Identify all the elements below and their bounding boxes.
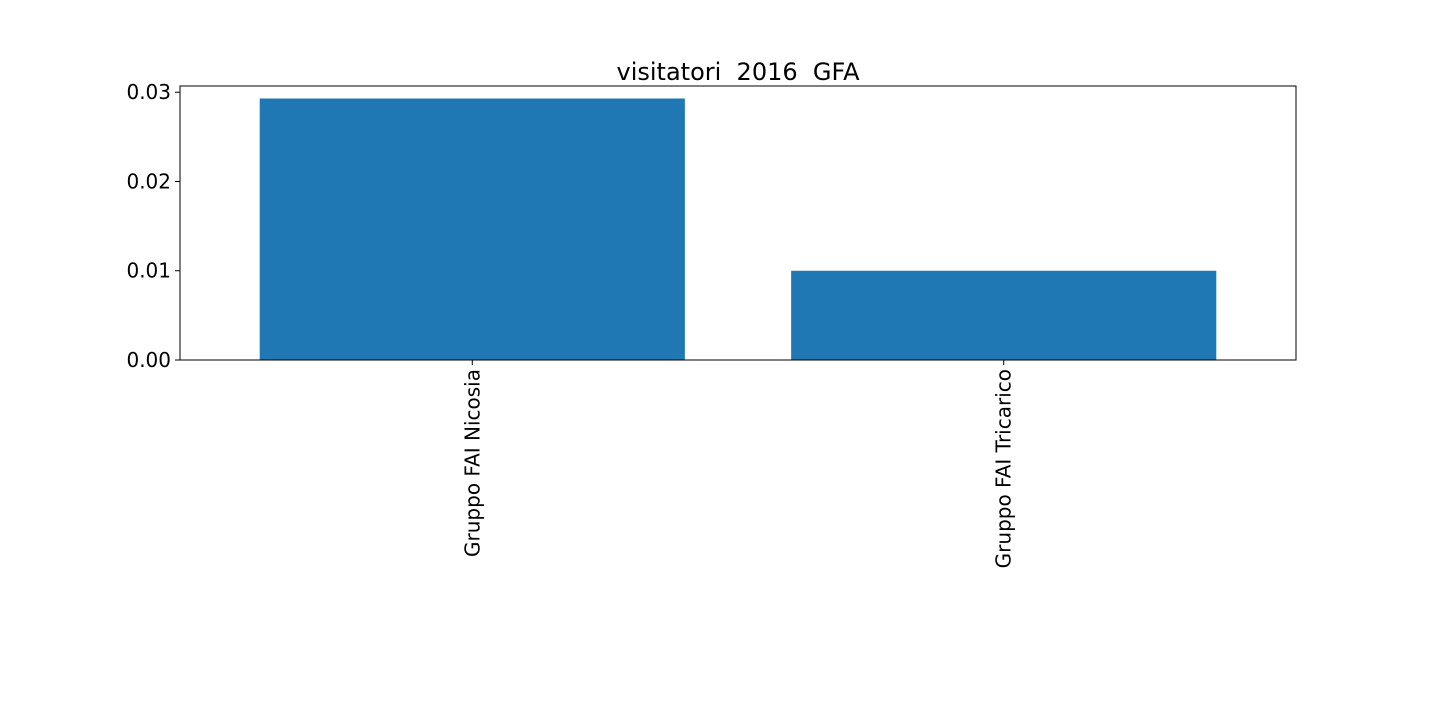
x-axis: Gruppo FAI Nicosia Gruppo FAI Tricarico [460, 360, 1016, 568]
bar-0 [259, 98, 685, 360]
y-tick-label: 0.01 [126, 259, 171, 283]
bars-layer [259, 98, 1217, 360]
chart-title: visitatori 2016 GFA [617, 58, 861, 86]
x-tick-label: Gruppo FAI Tricarico [992, 369, 1016, 568]
x-tick-label: Gruppo FAI Nicosia [460, 369, 484, 557]
y-tick-label: 0.03 [126, 80, 171, 104]
bar-1 [791, 270, 1217, 360]
plot-frame [179, 85, 1297, 361]
y-axis: 0.00 0.01 0.02 0.03 [126, 80, 180, 372]
y-tick-label: 0.00 [126, 348, 171, 372]
y-tick-label: 0.02 [126, 169, 171, 193]
